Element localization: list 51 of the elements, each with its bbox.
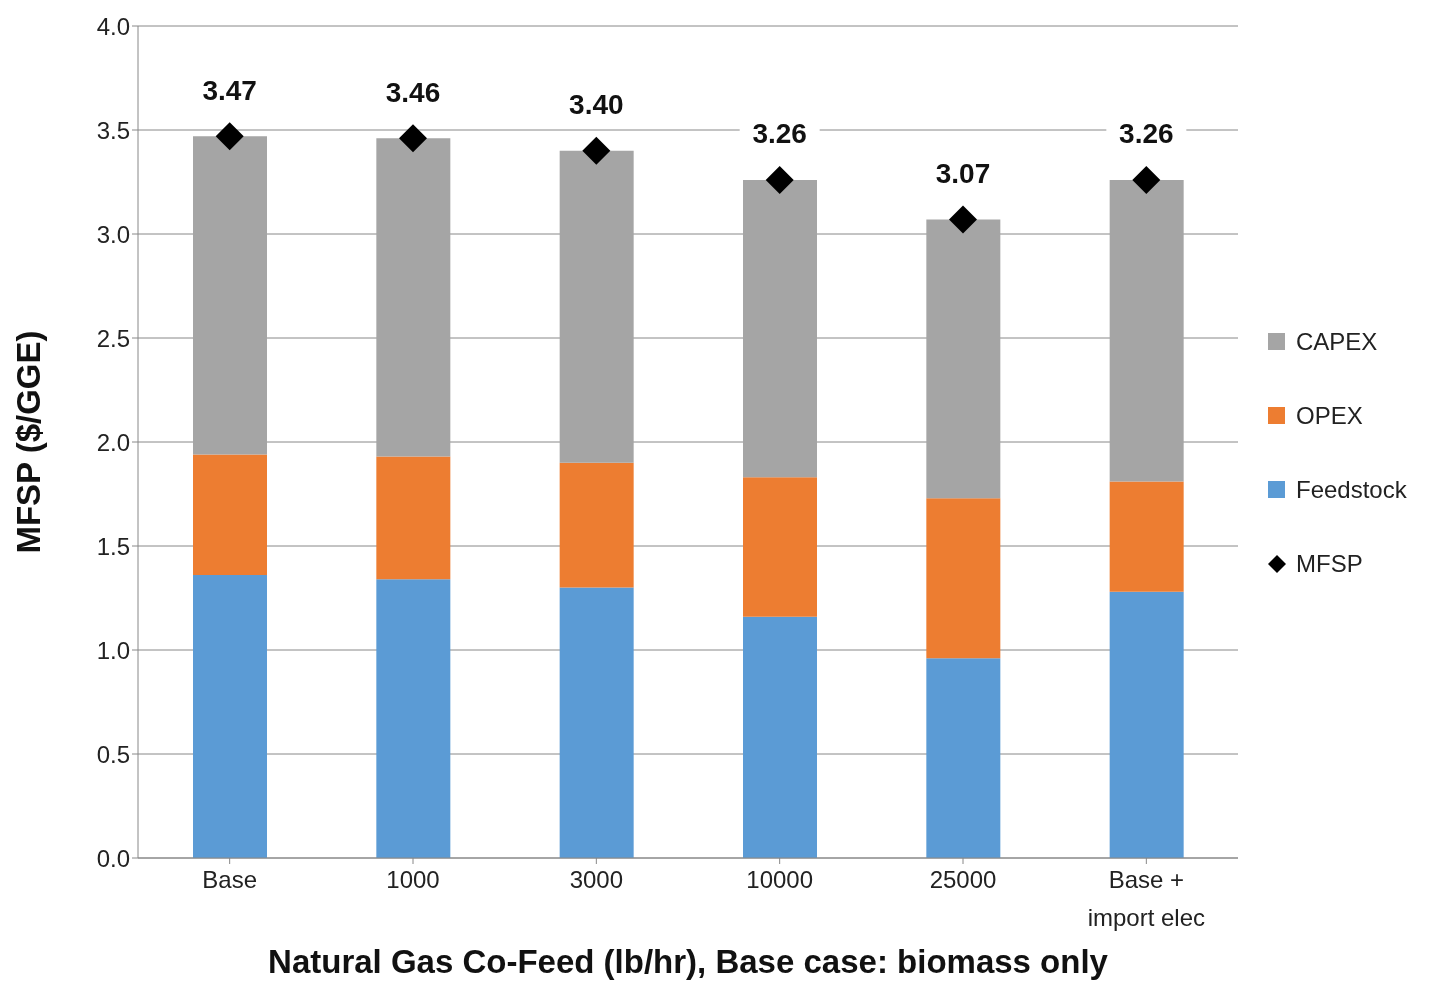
data-label: 3.40	[569, 89, 624, 121]
legend-label: CAPEX	[1296, 328, 1378, 356]
bar	[926, 219, 1001, 499]
bar	[559, 150, 634, 463]
bar	[193, 136, 267, 455]
y-tick-label: 1.0	[96, 636, 130, 664]
bar	[376, 138, 451, 457]
y-axis-title: MFSP ($/GGE)	[9, 330, 47, 554]
legend-label: Feedstock	[1296, 476, 1407, 504]
x-tick-label: Base + import elec	[1087, 866, 1206, 931]
bar	[1109, 179, 1184, 482]
x-tick-label: 10000	[746, 866, 814, 893]
point	[1132, 165, 1161, 194]
data-label: 3.26	[752, 118, 807, 150]
x-tick-label: 25000	[929, 866, 997, 893]
bar	[743, 616, 817, 858]
y-tick-label: 2.5	[96, 324, 130, 352]
data-label: 3.46	[385, 76, 441, 108]
point	[765, 165, 794, 194]
bar	[926, 658, 1001, 858]
bar	[926, 498, 1001, 659]
bar	[376, 579, 451, 858]
bar	[376, 456, 451, 580]
data-label: 3.47	[202, 74, 257, 106]
y-tick-label: 0.5	[96, 740, 130, 768]
x-tick-label: Base	[202, 866, 258, 893]
y-tick-label: 1.5	[96, 532, 130, 560]
y-tick-label: 4.0	[96, 12, 130, 40]
y-tick-label: 0.0	[96, 844, 130, 872]
legend-label: OPEX	[1296, 402, 1363, 430]
point	[399, 124, 427, 153]
y-tick-label: 3.5	[96, 116, 130, 144]
point	[949, 205, 977, 234]
y-tick-label: 3.0	[96, 220, 130, 248]
bar	[743, 179, 817, 478]
x-axis-title: Natural Gas Co-Feed (lb/hr), Base case: biomass only	[268, 943, 1109, 980]
bar	[743, 477, 817, 617]
legend-label: MFSP	[1296, 550, 1363, 578]
bar	[1109, 591, 1184, 858]
bar	[193, 454, 267, 576]
x-tick-label: 3000	[569, 866, 624, 893]
data-label: 3.26	[1119, 118, 1174, 150]
bar	[559, 462, 634, 588]
bar	[193, 575, 267, 858]
bar	[559, 587, 634, 858]
bar	[1109, 481, 1184, 592]
x-tick-label: 1000	[386, 866, 440, 893]
y-tick-label: 2.0	[96, 428, 130, 456]
data-label: 3.07	[935, 157, 991, 189]
point	[215, 122, 244, 151]
point	[582, 136, 611, 165]
